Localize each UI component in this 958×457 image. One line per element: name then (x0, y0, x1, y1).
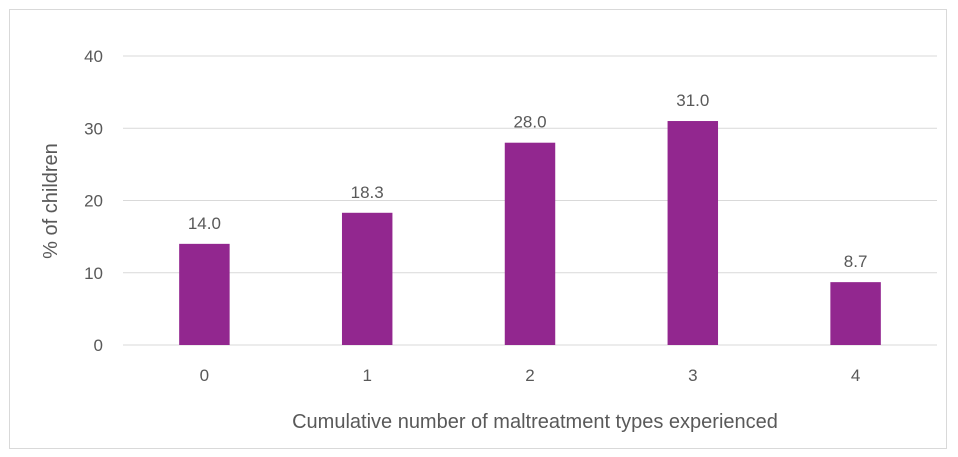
bar (667, 121, 719, 346)
bar (830, 282, 881, 345)
y-tick-label: 40 (84, 47, 103, 66)
y-tick-label: 0 (94, 336, 103, 355)
data-label: 28.0 (513, 113, 546, 132)
data-label: 8.7 (844, 252, 868, 271)
y-tick-label: 30 (84, 119, 103, 138)
x-axis-title: Cumulative number of maltreatment types … (292, 411, 778, 433)
data-label: 18.3 (351, 183, 384, 202)
data-label: 31.0 (676, 91, 709, 110)
y-axis-title: % of children (40, 143, 62, 259)
x-tick-label: 3 (688, 366, 697, 385)
x-tick-label: 4 (851, 366, 860, 385)
y-tick-label: 20 (84, 192, 103, 211)
bars (179, 121, 881, 346)
chart-frame (9, 9, 947, 449)
x-tick-label: 2 (525, 366, 534, 385)
bar (179, 243, 230, 345)
y-tick-label: 10 (84, 264, 103, 283)
data-labels: 14.0 18.3 28.0 31.0 8.7 (188, 91, 868, 271)
bar (504, 142, 556, 345)
data-label: 14.0 (188, 214, 221, 233)
x-tick-labels: 0 1 2 3 4 (200, 366, 861, 385)
x-tick-label: 0 (200, 366, 209, 385)
x-tick-label: 1 (362, 366, 371, 385)
bar (341, 212, 393, 345)
y-tick-labels: 0 10 20 30 40 (84, 47, 103, 355)
